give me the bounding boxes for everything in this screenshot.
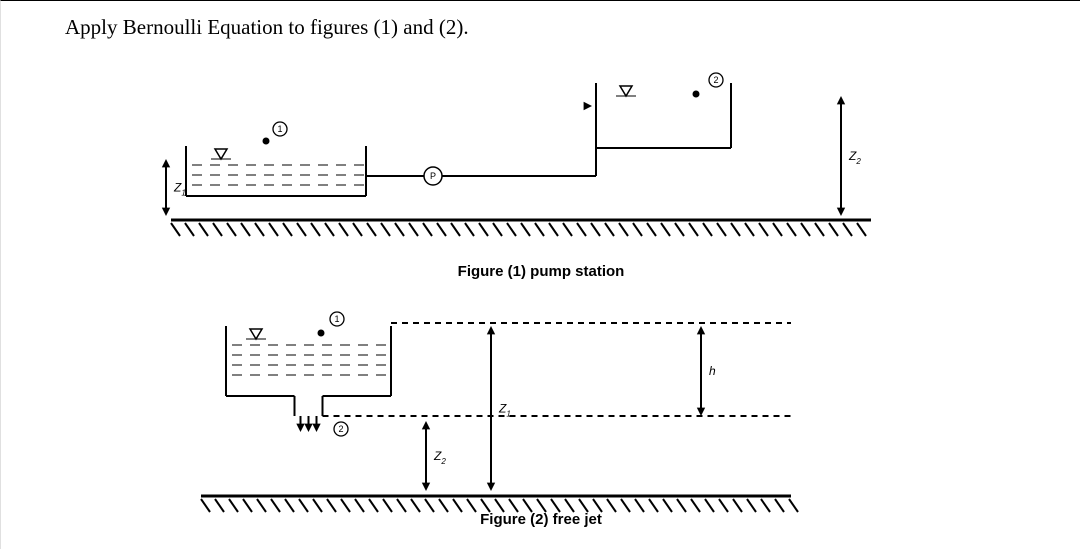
svg-text:2: 2 [713, 75, 718, 85]
svg-text:1: 1 [334, 314, 339, 324]
svg-text:2: 2 [338, 424, 343, 434]
svg-text:Z2: Z2 [433, 449, 446, 466]
svg-text:Z1: Z1 [173, 181, 186, 198]
svg-text:Z2: Z2 [848, 149, 861, 166]
figure-2-free-jet: 12Z1Z2h [1, 281, 1080, 541]
svg-text:P: P [430, 171, 436, 181]
figure-2-caption: Figure (2) free jet [1, 511, 1080, 528]
figure-1-caption: Figure (1) pump station [1, 263, 1080, 280]
svg-text:1: 1 [277, 124, 282, 134]
page: Apply Bernoulli Equation to figures (1) … [0, 0, 1080, 549]
svg-text:h: h [709, 364, 716, 378]
figure-1-pump-station: 1 P 2 Z1 Z2 [1, 1, 1080, 261]
